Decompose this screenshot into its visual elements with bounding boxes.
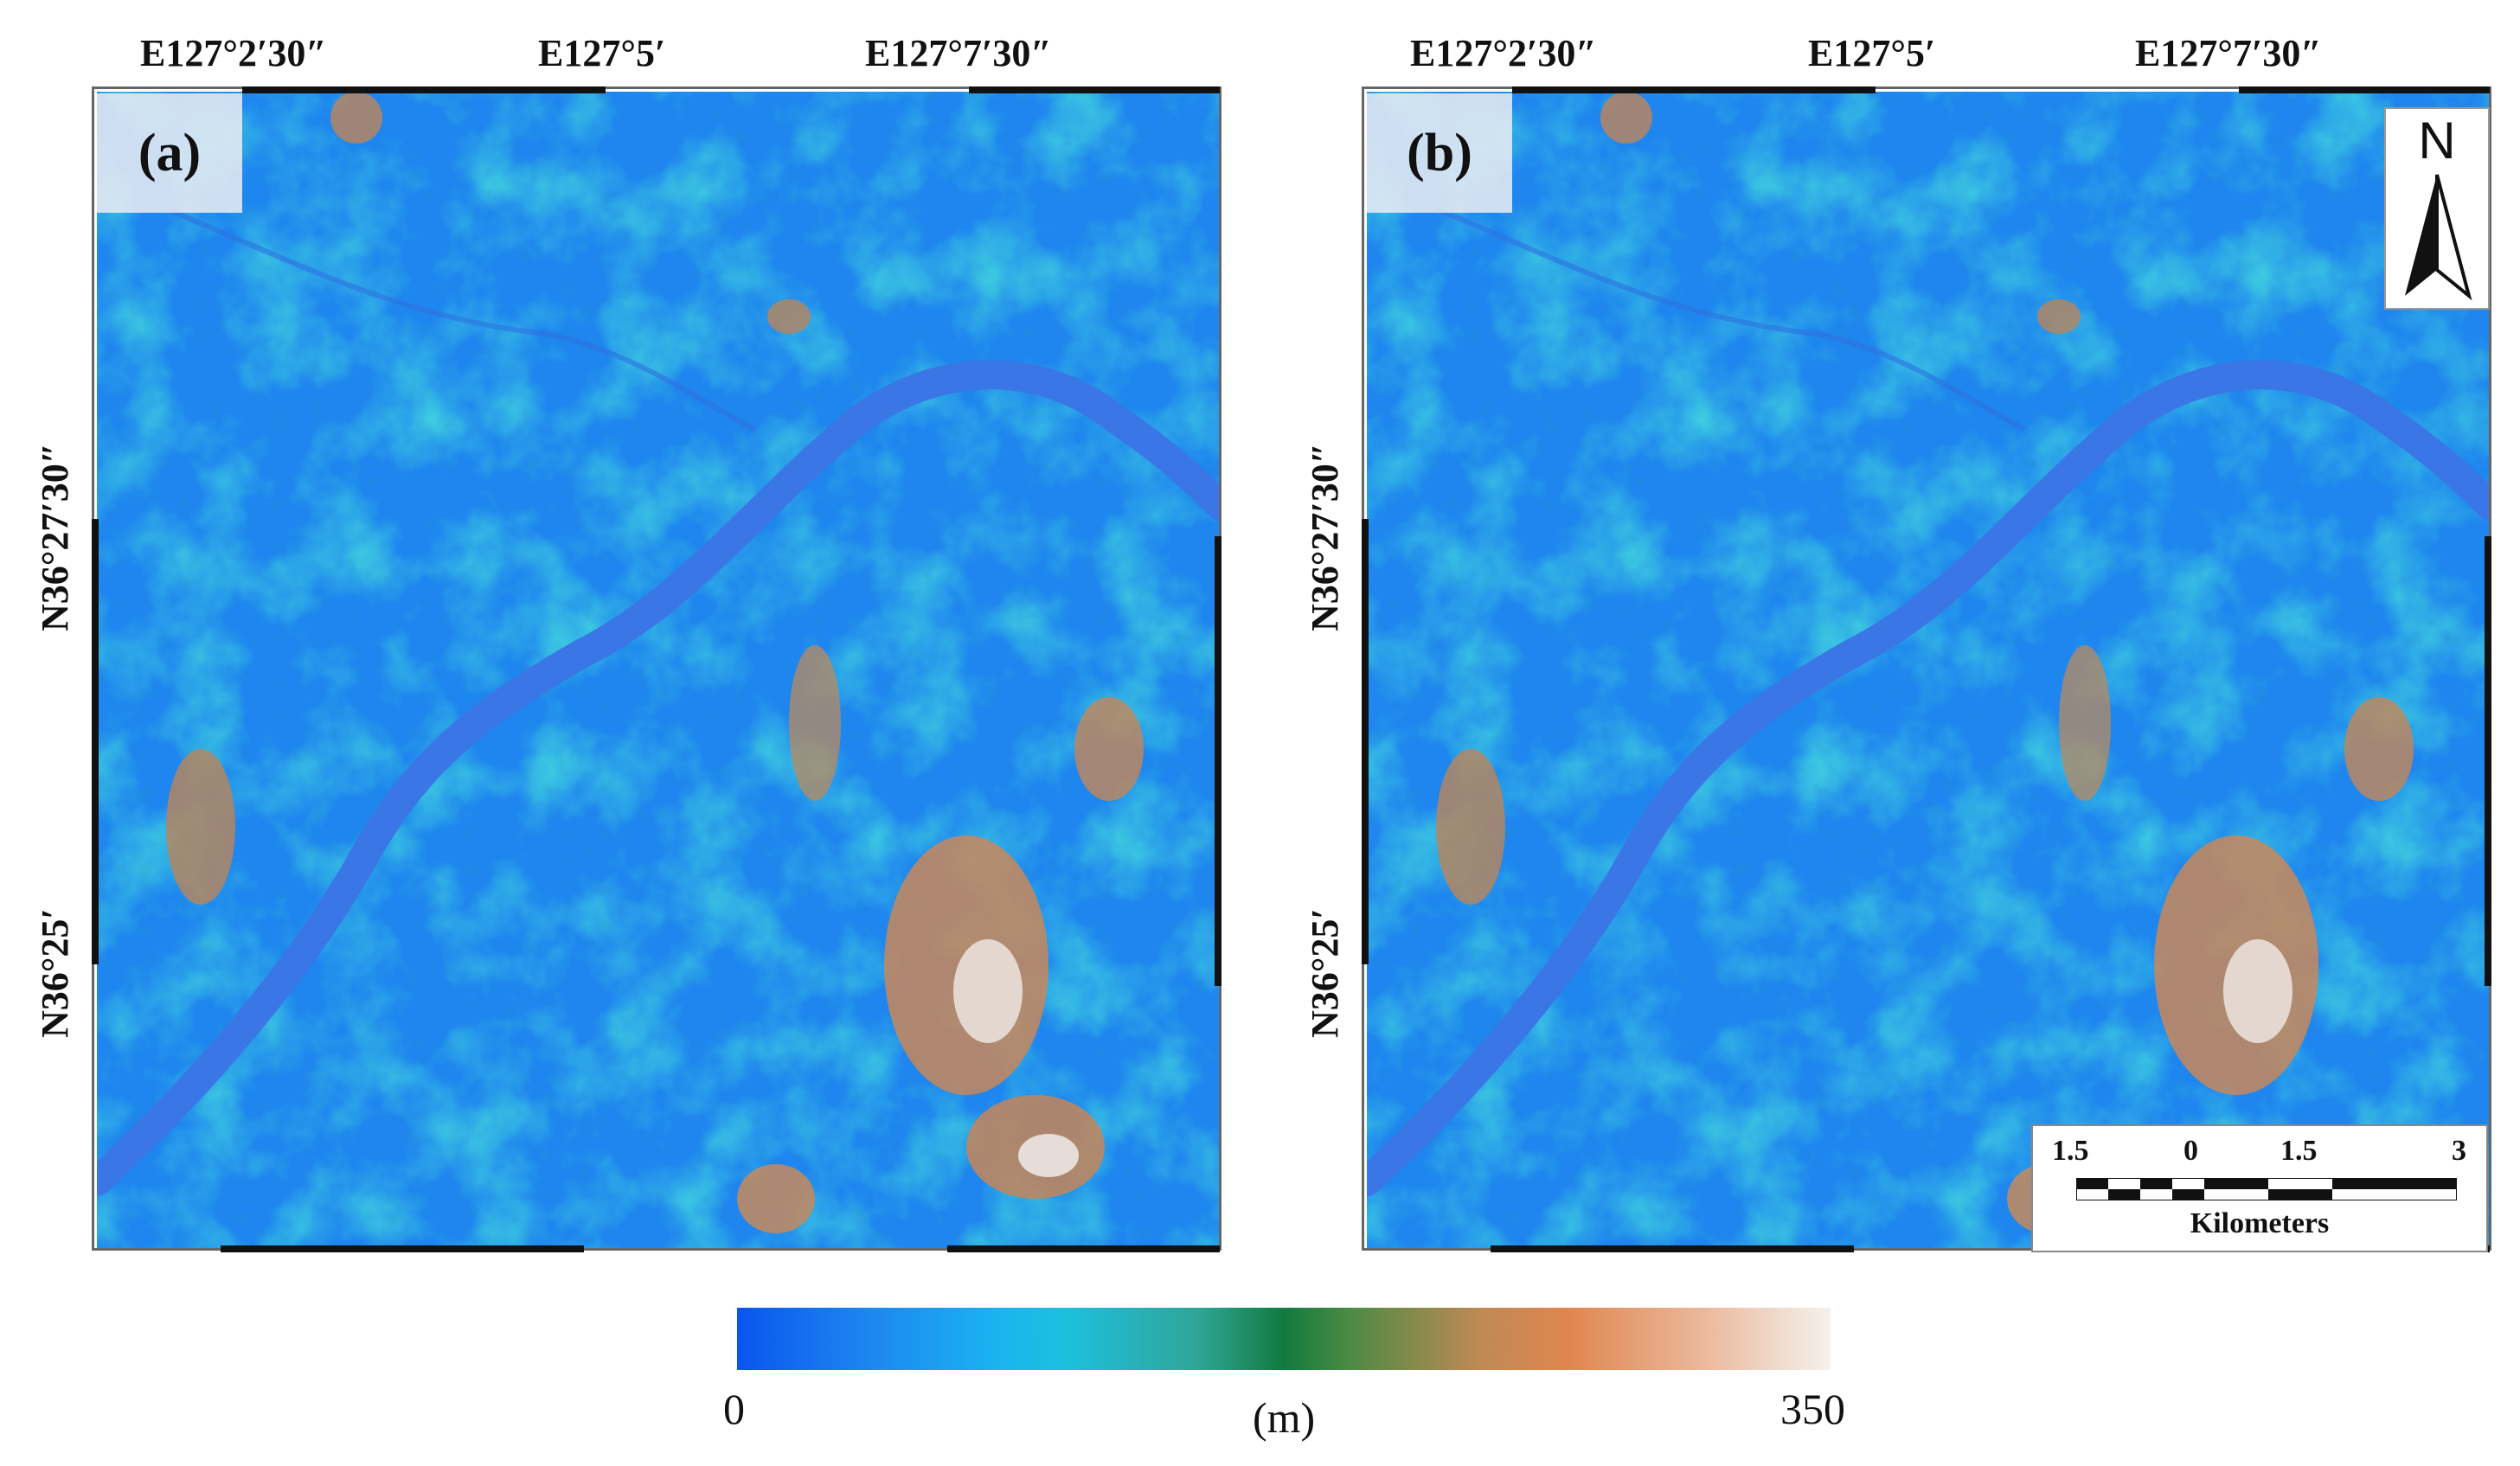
colorbar-unit: (m) bbox=[1253, 1393, 1316, 1442]
colorbar-max: 350 bbox=[1780, 1385, 1845, 1433]
frame-bar-left-a bbox=[92, 519, 99, 964]
elevation-map-b bbox=[1367, 92, 2491, 1251]
frame-bar-right-b bbox=[2485, 536, 2491, 986]
lon-label-1: E127°2′30″ bbox=[140, 32, 327, 74]
frame-bar-bottom-a bbox=[221, 1245, 584, 1252]
map-frame-b bbox=[1362, 86, 2491, 1251]
frame-bar-right-a bbox=[1215, 536, 1222, 986]
scale-bar-icon bbox=[2076, 1178, 2457, 1200]
scale-tick-3: 1.5 bbox=[2280, 1135, 2318, 1167]
lat-label-2: N36°25′ bbox=[1304, 908, 1346, 1038]
panel-letter-b: (b) bbox=[1367, 93, 1512, 213]
frame-bar-top-b bbox=[1512, 86, 1876, 93]
elevation-colorbar bbox=[737, 1308, 1831, 1370]
frame-bar-bottom-b bbox=[1491, 1245, 1854, 1252]
frame-bar-bottom-a2 bbox=[947, 1245, 1220, 1252]
panel-letter-a: (a) bbox=[97, 93, 242, 213]
elevation-map-a bbox=[97, 92, 1222, 1251]
lon-label-2: E127°5′ bbox=[1808, 32, 1936, 74]
scale-bar: 1.5 0 1.5 3 Kilometers bbox=[2031, 1124, 2488, 1252]
lat-label-1: N36°27′30″ bbox=[34, 442, 76, 631]
lat-label-1: N36°27′30″ bbox=[1304, 442, 1346, 631]
scale-unit: Kilometers bbox=[2190, 1207, 2330, 1239]
panel-b: E127°2′30″ E127°5′ E127°7′30″ N36°27′30″… bbox=[1260, 0, 2519, 1466]
scale-tick-2: 0 bbox=[2183, 1135, 2198, 1167]
frame-bar-top-a bbox=[242, 86, 606, 93]
frame-bar-left-b bbox=[1362, 519, 1369, 964]
scale-tick-4: 3 bbox=[2452, 1135, 2466, 1167]
colorbar-min: 0 bbox=[723, 1385, 745, 1433]
north-arrow: N bbox=[2384, 107, 2490, 310]
north-arrow-icon bbox=[2405, 174, 2472, 301]
north-letter: N bbox=[2418, 112, 2456, 170]
frame-bar-top-a2 bbox=[969, 86, 1220, 93]
scale-tick-1: 1.5 bbox=[2052, 1135, 2089, 1167]
lon-label-2: E127°5′ bbox=[538, 32, 666, 74]
lat-label-2: N36°25′ bbox=[34, 908, 76, 1038]
panel-a: E127°2′30″ E127°5′ E127°7′30″ N36°27′30″… bbox=[34, 32, 1222, 1252]
map-frame-a bbox=[92, 86, 1222, 1251]
lon-label-3: E127°7′30″ bbox=[865, 32, 1052, 74]
lon-label-1: E127°2′30″ bbox=[1410, 32, 1597, 74]
frame-bar-top-b2 bbox=[2239, 86, 2490, 93]
lon-label-3: E127°7′30″ bbox=[2135, 32, 2322, 74]
